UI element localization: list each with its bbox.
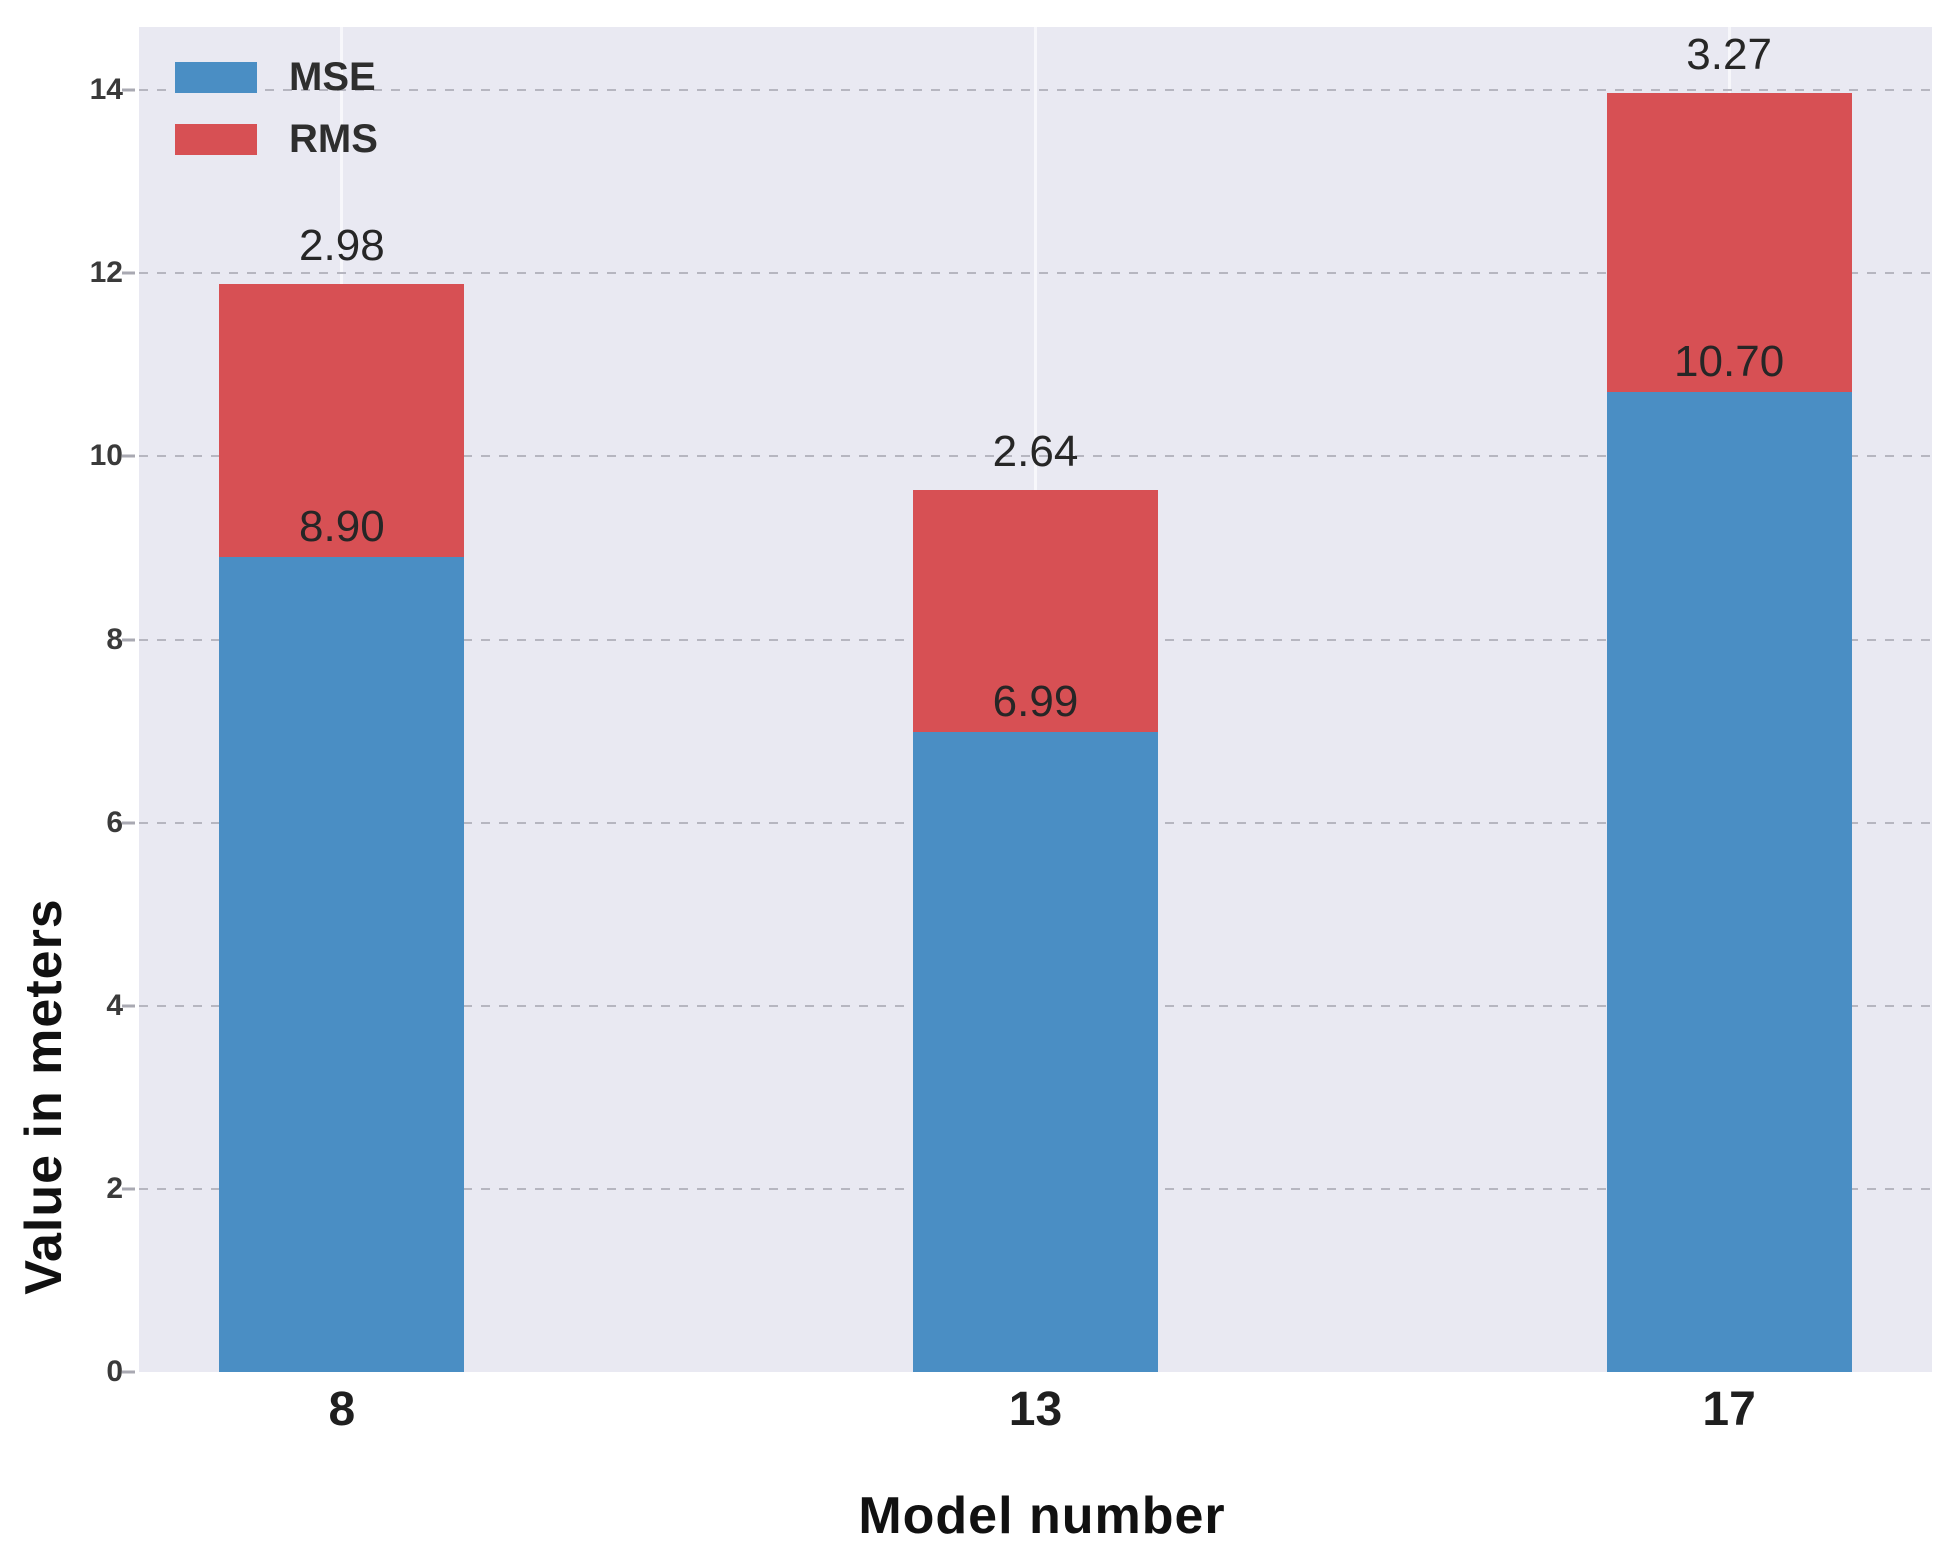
value-label-rms-13: 2.64 [992,427,1079,477]
y-tick-label-2: 2 [106,1171,123,1205]
y-tick-label-0: 0 [106,1355,123,1388]
value-label-mse-17: 10.70 [1674,337,1785,387]
bar-17-segment-rms [1606,92,1852,393]
y-tick-mark-6 [122,821,135,825]
y-tick-mark-8 [122,638,135,642]
plot-area: 8.90 2.98 6.99 2.64 10.70 3.27 0 2 4 6 8 10 12 14 8 1… [90,27,1932,1434]
legend: MSE RMS [175,57,378,181]
x-tick-label-17: 17 [1702,1383,1756,1436]
y-tick-mark-14 [122,88,135,92]
legend-label-mse: MSE [289,55,376,99]
y-tick-label-14: 14 [89,73,123,107]
y-tick-label-8: 8 [106,622,123,656]
bar-13-segment-mse [913,732,1158,1372]
x-tick-label-13: 13 [1008,1383,1063,1436]
value-label-mse-13: 6.99 [992,677,1079,727]
gridline-y-14 [139,89,1932,92]
value-label-mse-8: 8.90 [299,502,385,552]
legend-swatch-rms [175,123,257,155]
legend-item-mse: MSE [175,57,378,97]
y-tick-mark-0 [122,1370,135,1374]
x-tick-label-8: 8 [328,1383,356,1436]
value-label-rms-17: 3.27 [1686,29,1772,79]
bar-8-segment-rms [219,284,465,558]
bar-17-segment-mse [1606,392,1852,1372]
y-tick-label-6: 6 [106,805,123,839]
y-tick-label-10: 10 [89,439,123,473]
y-tick-label-12: 12 [89,256,123,290]
bar-8-segment-mse [219,557,465,1372]
legend-swatch-mse [175,61,257,93]
y-axis-title: Value in meters [15,898,73,1295]
gridline-y-12 [139,272,1932,275]
bar-13-segment-rms [913,490,1158,733]
legend-item-rms: RMS [175,119,378,159]
y-tick-mark-12 [122,271,135,275]
gridline-y-10 [139,455,1932,458]
y-tick-label-4: 4 [106,988,123,1022]
x-axis-title: Model number [858,1487,1226,1545]
y-tick-mark-10 [122,454,135,458]
legend-label-rms: RMS [289,117,378,161]
value-label-rms-8: 2.98 [299,221,385,271]
y-tick-mark-2 [122,1187,135,1191]
y-tick-mark-4 [122,1004,135,1008]
